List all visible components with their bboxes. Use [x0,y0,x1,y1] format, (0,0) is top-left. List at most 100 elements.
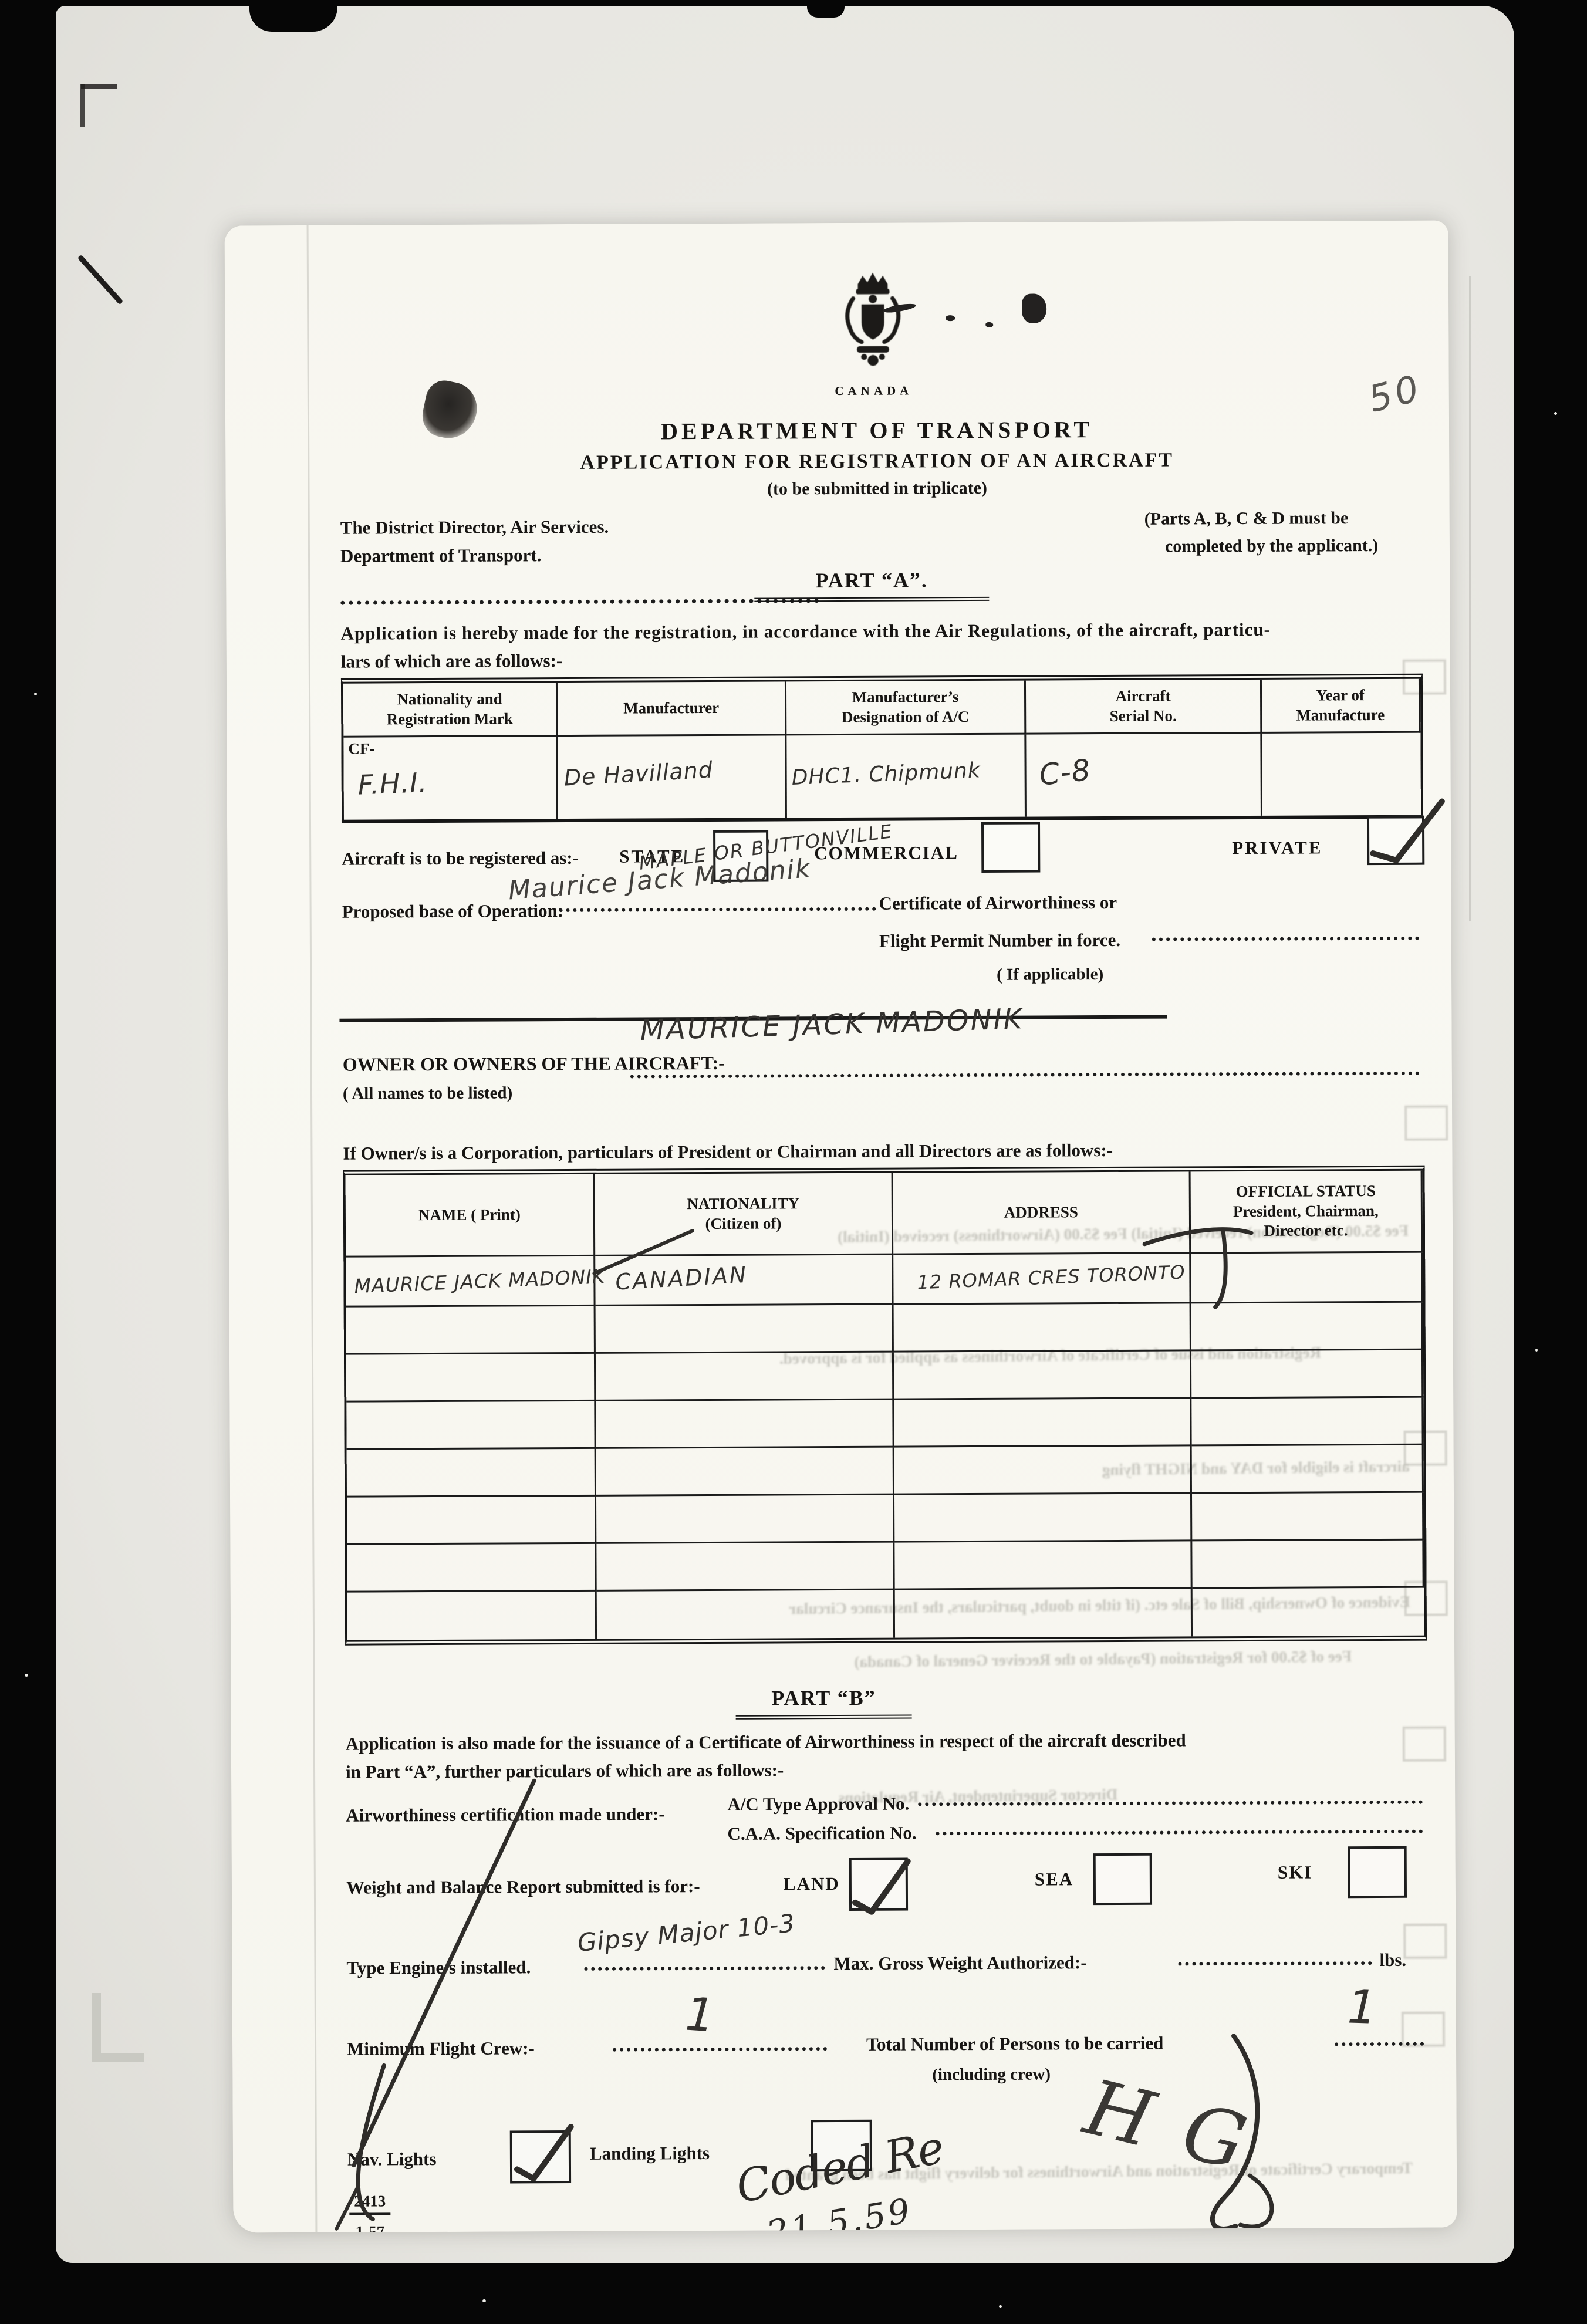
table-cell [894,1446,1192,1495]
table-cell-manufacturer: De Havilland [558,735,787,819]
handwritten-name: MAURICE JACK MADONIK [353,1265,606,1298]
table-cell [347,1591,597,1640]
column-header: ADDRESS [893,1171,1191,1255]
nav-lights-checkbox [509,2130,572,2184]
scan-crease [1469,276,1471,921]
faint-l-mark [92,2053,144,2062]
scan-crease [306,225,318,2232]
part-a-intro-line2: lars of which are as follows:- [340,650,563,672]
table-cell [347,1543,597,1593]
handwritten-manufacturer: De Havilland [563,756,714,791]
table-cell [346,1448,597,1498]
faint-l-mark [92,1993,101,2062]
nav-lights-label: Nav. Lights [347,2149,437,2170]
corner-bracket-mark [80,84,85,127]
part-a-intro-line1: Application is hereby made for the regis… [340,619,1271,644]
handwritten-designation: DHC1. Chipmunk [791,758,981,790]
table-cell [347,1496,597,1545]
commercial-checkbox [981,822,1041,873]
bleedthrough-box [1404,1105,1448,1141]
table-cell [346,1401,596,1450]
ink-blotch [418,377,482,444]
film-speck [999,2305,1002,2308]
table-cell [346,1306,596,1355]
handwritten-serial: C-8 [1037,752,1093,792]
table-cell [1191,1397,1424,1447]
film-speck [25,1674,28,1677]
table-cell [595,1305,894,1354]
handwritten-owner: MAURICE JACK MADONIK [639,1002,1024,1048]
handwritten-persons-count: 1 [1346,1981,1378,2035]
table-cell [596,1542,895,1592]
handwritten-address: 12 ROMAR CRES TORONTO [916,1261,1186,1294]
applicant-note-line2: completed by the applicant.) [1164,535,1379,556]
weight-balance-label: Weight and Balance Report submitted is f… [346,1876,700,1898]
table-cell [596,1447,894,1497]
part-b-intro-line1: Application is also made for the issuanc… [345,1730,1186,1754]
sea-label: SEA [1034,1869,1074,1890]
mgw-dotted [1178,1957,1372,1966]
private-label: PRIVATE [1232,837,1323,859]
part-a-heading: PART “A”. [754,567,990,602]
ski-checkbox [1348,1846,1407,1899]
caa-spec-dotted [936,1825,1423,1836]
table-cell [894,1589,1193,1638]
form-subtitle: (to be submitted in triplicate) [767,478,988,499]
corner-bracket-mark [81,84,117,89]
owner-dotted-line [630,1066,1420,1079]
bleedthrough-text: Fee of $5.00 for Registration (Payable t… [854,1647,1352,1671]
table-cell [346,1353,596,1403]
bleedthrough-text: Temporary Certificate of Registration an… [785,2159,1413,2184]
registration-prefix: CF- [348,739,375,758]
table-cell [1191,1492,1424,1542]
part-b-intro-line2: in Part “A”, further particulars of whic… [345,1759,784,1782]
table-cell-name: MAURICE JACK MADONIK [346,1256,606,1308]
table-cell [1193,1588,1424,1637]
table-cell [1192,1540,1424,1589]
table-cell [596,1590,896,1639]
part-b-heading: PART “B” [735,1685,912,1720]
owner-note: ( All names to be listed) [342,1083,513,1103]
persons-label: Total Number of Persons to be carried [866,2032,1164,2055]
column-header: NAME ( Print) [345,1174,596,1258]
ink-mark [946,315,955,322]
base-dotted-line [559,902,876,913]
column-header: NATIONALITY (Citizen of) [595,1173,894,1256]
corporation-line: If Owner/s is a Corporation, particulars… [343,1139,1113,1164]
table-cell-registration: CF- F.H.I. [343,737,558,820]
engine-dotted [584,1961,825,1971]
bleedthrough-box [1402,1726,1446,1762]
table-cell [894,1541,1193,1590]
caa-spec-label: C.A.A. Specification No. [727,1822,917,1844]
applicant-note-line1: (Parts A, B, C & D must be [1144,508,1349,529]
handwritten-crew-count: 1 [683,1988,717,2043]
column-header: Nationality and Registration Mark [343,683,558,738]
form-number: 2413 [349,2192,391,2215]
table-cell-address: 12 ROMAR CRES TORONTO [893,1254,1191,1305]
addressee-line2: Department of Transport. [340,545,542,566]
cert-airworthiness-line1: Certificate of Airworthiness or [879,891,1117,914]
film-speck [482,2299,486,2302]
min-crew-label: Minimum Flight Crew:- [347,2038,535,2059]
film-speck [1554,412,1557,415]
table-cell-status [1191,1252,1423,1304]
canada-coat-of-arms [845,272,901,366]
pen-stroke-margin [77,254,124,305]
film-speck [34,693,37,695]
table-cell-year [1262,733,1421,816]
table-cell [893,1351,1192,1400]
type-approval-label: A/C Type Approval No. [727,1793,910,1815]
column-header: Manufacturer’s Designation of A/C [786,680,1027,736]
table-cell [596,1495,895,1544]
ski-label: SKI [1277,1862,1313,1883]
pencil-annotation: 50 [1364,366,1427,421]
handwritten-registration: F.H.I. [357,766,428,801]
pen-stroke-signature-loop [1238,2173,1274,2229]
landing-lights-label: Landing Lights [589,2142,710,2164]
table-cell [1191,1445,1424,1494]
bleedthrough-box [1403,1923,1447,1959]
engine-label: Type Engine/s installed. [346,1957,531,1978]
base-label: Proposed base of Operation: [342,900,564,922]
cert-dotted-line [1152,931,1419,941]
